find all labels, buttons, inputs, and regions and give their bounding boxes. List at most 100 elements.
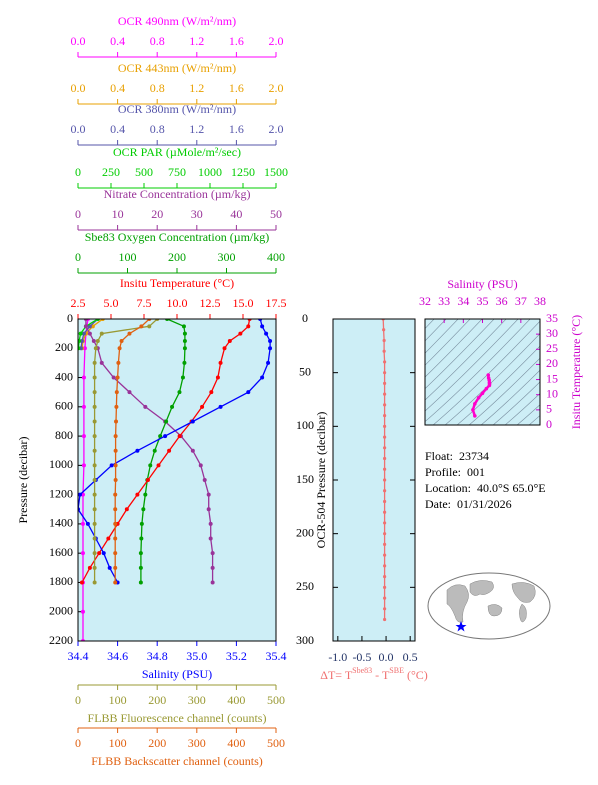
profile-point xyxy=(113,536,118,541)
x-tick-label: 400 xyxy=(227,693,245,707)
profile-point xyxy=(218,404,223,409)
profile-point xyxy=(246,390,251,395)
x-tick-label: 1250 xyxy=(231,165,255,179)
profile-point xyxy=(92,390,97,395)
y-tick-label: 400 xyxy=(55,369,73,383)
y-tick-label: 1000 xyxy=(49,457,73,471)
profile-point xyxy=(383,424,387,428)
x-tick-label: 0.8 xyxy=(150,81,165,95)
x-tick-label: 20 xyxy=(151,207,163,221)
y-tick-label: 250 xyxy=(296,579,314,593)
profile-point xyxy=(113,492,118,497)
profile-point xyxy=(113,434,118,439)
profile-point xyxy=(116,360,121,365)
profile-point xyxy=(383,585,387,589)
x-tick-label: 300 xyxy=(188,736,206,750)
profile-point xyxy=(210,551,215,556)
y-axis-label: Pressure (decibar) xyxy=(16,437,30,524)
x-tick-label: 0.8 xyxy=(150,122,165,136)
plot-background xyxy=(78,319,276,641)
profile-point xyxy=(124,507,129,512)
profile-point xyxy=(81,463,86,468)
profile-point xyxy=(92,419,97,424)
profile-point xyxy=(99,331,104,336)
profile-point xyxy=(383,446,387,450)
x-axis-label-part: SBE xyxy=(389,666,404,675)
profile-point xyxy=(127,331,132,336)
profile-point xyxy=(113,580,118,585)
profile-point xyxy=(92,507,97,512)
profile-point xyxy=(156,463,161,468)
x-tick-label: 35.0 xyxy=(186,649,207,663)
profile-point xyxy=(79,338,84,343)
y-axis-label: OCR-504 Pressure (decibar) xyxy=(314,412,328,549)
x-tick-label: 1.2 xyxy=(189,34,204,48)
profile-point xyxy=(383,617,387,622)
profile-point xyxy=(383,489,387,493)
x-tick-label: 500 xyxy=(135,165,153,179)
profile-point xyxy=(147,324,152,329)
profile-point xyxy=(383,392,387,396)
profile-point xyxy=(87,565,92,570)
x-axis-label: Salinity (PSU) xyxy=(447,277,517,291)
info-label: Float: xyxy=(425,449,453,463)
info-value: 40.0°S 65.0°E xyxy=(477,481,546,495)
profile-point xyxy=(238,331,243,336)
profile-point xyxy=(107,565,112,570)
profile-point xyxy=(210,580,215,585)
x-tick-label: 0.4 xyxy=(110,81,125,95)
profile-point xyxy=(383,435,387,439)
info-line: Float: 23734 xyxy=(425,449,489,463)
x-axis-label: ΔT= TSbe83 - TSBE (°C) xyxy=(320,666,428,681)
profile-point xyxy=(383,360,387,364)
x-tick-label: 5.0 xyxy=(104,296,119,310)
profile-point xyxy=(115,375,120,380)
y-tick-label: 1800 xyxy=(49,574,73,588)
x-tick-label: 0.0 xyxy=(379,650,394,664)
profile-point xyxy=(92,375,97,380)
y-tick-label: 0 xyxy=(302,311,308,325)
x-tick-label: 0.0 xyxy=(71,122,86,136)
y-tick-label: 300 xyxy=(296,633,314,647)
profile-point xyxy=(208,536,213,541)
x-tick-label: 2.5 xyxy=(71,296,86,310)
profile-point xyxy=(79,580,84,585)
x-tick-label: 500 xyxy=(267,736,285,750)
x-axis-label: OCR 443nm (W/m²/nm) xyxy=(118,61,236,75)
profile-point xyxy=(139,324,144,329)
x-tick-label: 1.6 xyxy=(229,122,244,136)
profile-point xyxy=(81,331,86,336)
profile-point xyxy=(382,338,386,343)
x-axis-label: OCR 490nm (W/m²/nm) xyxy=(118,14,236,28)
plot-frame xyxy=(424,318,541,426)
profile-point xyxy=(95,338,100,343)
x-tick-label: 38 xyxy=(534,294,546,308)
profile-point xyxy=(383,499,387,504)
y-tick-label: 1200 xyxy=(49,486,73,500)
y-tick-label: 5 xyxy=(546,402,552,416)
profile-point xyxy=(113,551,118,556)
x-tick-label: 300 xyxy=(218,250,236,264)
y-tick-label: 150 xyxy=(296,472,314,486)
profile-point xyxy=(382,328,386,332)
profile-point xyxy=(81,434,86,439)
profile-point xyxy=(87,324,92,329)
x-tick-label: 34.8 xyxy=(147,649,168,663)
x-tick-label: 1500 xyxy=(264,165,288,179)
profile-point xyxy=(260,375,265,380)
x-tick-label: 50 xyxy=(270,207,282,221)
x-tick-label: 40 xyxy=(230,207,242,221)
profile-point xyxy=(383,596,387,600)
density-contour xyxy=(425,319,507,401)
profile-point xyxy=(99,360,104,365)
profile-point xyxy=(209,390,214,395)
x-tick-label: 2.0 xyxy=(269,34,284,48)
profile-point xyxy=(182,360,187,365)
profile-point xyxy=(177,434,182,439)
profile-point xyxy=(383,456,387,461)
info-line: Location: 40.0°S 65.0°E xyxy=(425,481,546,495)
profile-point xyxy=(83,324,88,329)
x-axis-label-part: (°C) xyxy=(404,668,428,682)
